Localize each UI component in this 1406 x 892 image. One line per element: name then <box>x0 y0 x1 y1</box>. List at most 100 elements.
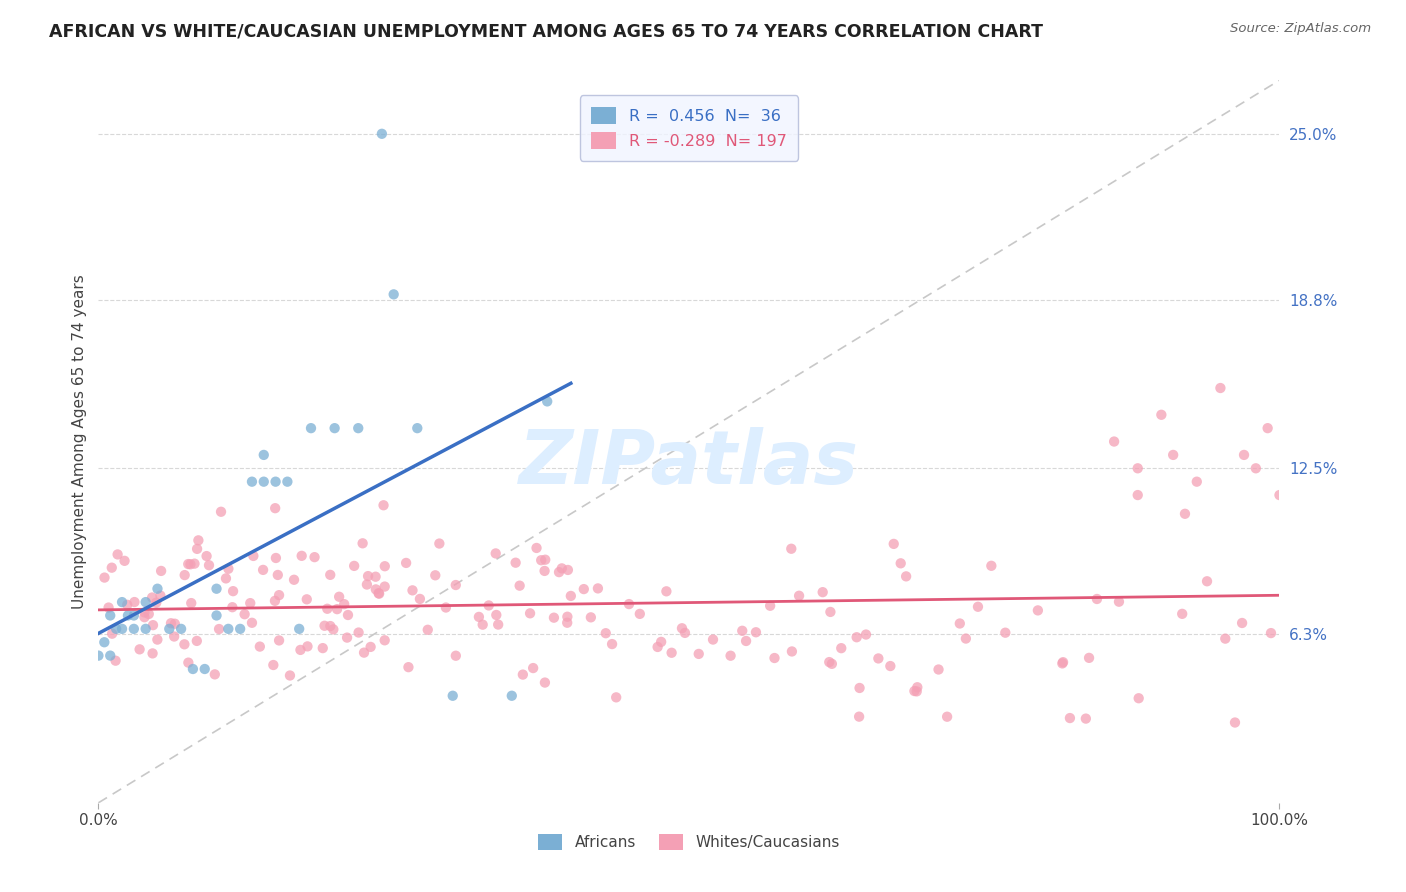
Point <box>1230 615 1253 630</box>
Point <box>903 684 925 698</box>
Point <box>555 615 578 630</box>
Point <box>364 570 387 584</box>
Point <box>425 568 447 582</box>
Point <box>141 591 163 605</box>
Point <box>868 651 890 665</box>
Point <box>312 641 335 656</box>
Point <box>353 646 375 660</box>
Point <box>811 585 834 599</box>
Point <box>173 637 195 651</box>
Point <box>1213 632 1236 646</box>
Point <box>1268 488 1291 502</box>
Point <box>276 475 298 489</box>
Point <box>955 632 977 646</box>
Point <box>548 565 571 579</box>
Point <box>304 550 326 565</box>
Point <box>1102 434 1125 449</box>
Point <box>818 655 841 669</box>
Point <box>720 648 742 663</box>
Point <box>628 607 651 621</box>
Point <box>928 663 950 677</box>
Point <box>371 127 394 141</box>
Point <box>485 607 508 622</box>
Point <box>600 637 623 651</box>
Point <box>278 668 301 682</box>
Point <box>830 641 852 656</box>
Point <box>267 588 290 602</box>
Point <box>702 632 724 647</box>
Point <box>1052 657 1074 671</box>
Point <box>427 536 450 550</box>
Point <box>295 592 318 607</box>
Point <box>883 537 905 551</box>
Point <box>138 607 160 621</box>
Point <box>735 634 758 648</box>
Point <box>557 609 579 624</box>
Point <box>1244 461 1267 475</box>
Point <box>122 608 145 623</box>
Point <box>471 617 494 632</box>
Point <box>522 661 544 675</box>
Point <box>328 590 350 604</box>
Point <box>485 546 508 560</box>
Point <box>509 579 531 593</box>
Point <box>780 541 803 556</box>
Point <box>936 709 959 723</box>
Point <box>104 654 127 668</box>
Point <box>1223 715 1246 730</box>
Point <box>1052 655 1074 669</box>
Point <box>283 573 305 587</box>
Point <box>163 616 186 631</box>
Point <box>114 554 136 568</box>
Point <box>533 564 555 578</box>
Point <box>208 622 231 636</box>
Point <box>117 608 139 623</box>
Point <box>1257 421 1279 435</box>
Point <box>441 689 464 703</box>
Point <box>374 580 396 594</box>
Point <box>1128 691 1150 706</box>
Point <box>347 625 370 640</box>
Point <box>357 569 380 583</box>
Point <box>374 633 396 648</box>
Legend: Africans, Whites/Caucasians: Africans, Whites/Caucasians <box>531 828 846 856</box>
Point <box>122 622 145 636</box>
Point <box>177 557 200 571</box>
Point <box>205 582 228 596</box>
Point <box>100 560 122 574</box>
Point <box>444 578 467 592</box>
Point <box>478 599 501 613</box>
Point <box>1078 651 1101 665</box>
Point <box>142 618 165 632</box>
Point <box>319 619 342 633</box>
Point <box>252 563 274 577</box>
Point <box>134 610 156 624</box>
Point <box>117 598 139 612</box>
Point <box>264 551 287 566</box>
Point <box>1161 448 1184 462</box>
Point <box>240 475 263 489</box>
Point <box>1126 461 1149 475</box>
Text: Source: ZipAtlas.com: Source: ZipAtlas.com <box>1230 22 1371 36</box>
Point <box>297 640 319 654</box>
Point <box>217 562 239 576</box>
Point <box>222 584 245 599</box>
Point <box>534 552 557 566</box>
Text: AFRICAN VS WHITE/CAUCASIAN UNEMPLOYMENT AMONG AGES 65 TO 74 YEARS CORRELATION CH: AFRICAN VS WHITE/CAUCASIAN UNEMPLOYMENT … <box>49 22 1043 40</box>
Point <box>845 630 868 644</box>
Point <box>512 667 534 681</box>
Point <box>1233 448 1256 462</box>
Point <box>160 616 183 631</box>
Point <box>316 601 339 615</box>
Point <box>229 622 252 636</box>
Point <box>647 640 669 654</box>
Point <box>1026 603 1049 617</box>
Point <box>1209 381 1232 395</box>
Point <box>163 630 186 644</box>
Point <box>505 556 527 570</box>
Point <box>183 557 205 571</box>
Point <box>240 615 263 630</box>
Point <box>444 648 467 663</box>
Point <box>173 568 195 582</box>
Point <box>352 536 374 550</box>
